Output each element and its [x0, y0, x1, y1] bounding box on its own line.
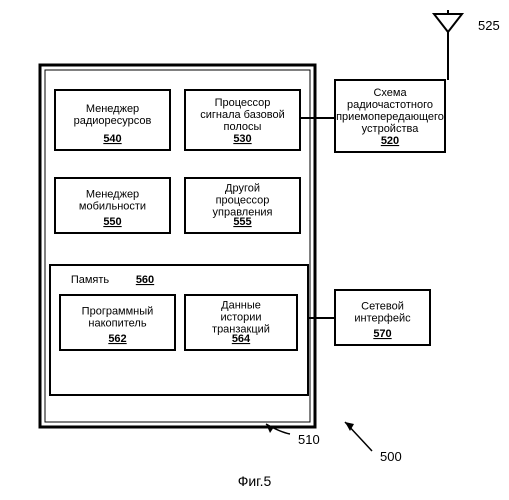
svg-text:510: 510 — [298, 432, 320, 447]
svg-text:Программный: Программный — [82, 306, 154, 318]
svg-text:570: 570 — [373, 328, 391, 340]
svg-text:525: 525 — [478, 18, 500, 33]
svg-text:Процессор: Процессор — [215, 97, 271, 109]
svg-text:радиочастотного: радиочастотного — [347, 99, 433, 111]
svg-text:Память: Память — [71, 274, 110, 286]
svg-text:Данные: Данные — [221, 300, 261, 312]
svg-text:истории: истории — [220, 312, 261, 324]
svg-text:560: 560 — [136, 274, 154, 286]
svg-text:530: 530 — [233, 133, 251, 145]
svg-text:устройства: устройства — [362, 123, 420, 135]
svg-text:накопитель: накопитель — [88, 318, 146, 330]
svg-text:550: 550 — [103, 216, 121, 228]
svg-text:Другой: Другой — [225, 183, 260, 195]
svg-text:555: 555 — [233, 216, 251, 228]
svg-text:полосы: полосы — [224, 121, 262, 133]
svg-text:радиоресурсов: радиоресурсов — [74, 115, 152, 127]
svg-text:Менеджер: Менеджер — [86, 189, 139, 201]
svg-text:Фиг.5: Фиг.5 — [238, 473, 272, 489]
svg-text:интерфейс: интерфейс — [354, 313, 411, 325]
svg-text:Сетевой: Сетевой — [361, 301, 404, 313]
svg-text:Схема: Схема — [373, 87, 407, 99]
svg-text:540: 540 — [103, 133, 121, 145]
svg-text:520: 520 — [381, 135, 399, 147]
svg-text:562: 562 — [108, 333, 126, 345]
svg-text:500: 500 — [380, 449, 402, 464]
svg-text:процессор: процессор — [216, 195, 270, 207]
svg-text:приемопередающего: приемопередающего — [336, 111, 444, 123]
svg-text:Менеджер: Менеджер — [86, 103, 139, 115]
svg-text:мобильности: мобильности — [79, 201, 146, 213]
svg-text:564: 564 — [232, 333, 251, 345]
svg-text:сигнала базовой: сигнала базовой — [200, 109, 285, 121]
